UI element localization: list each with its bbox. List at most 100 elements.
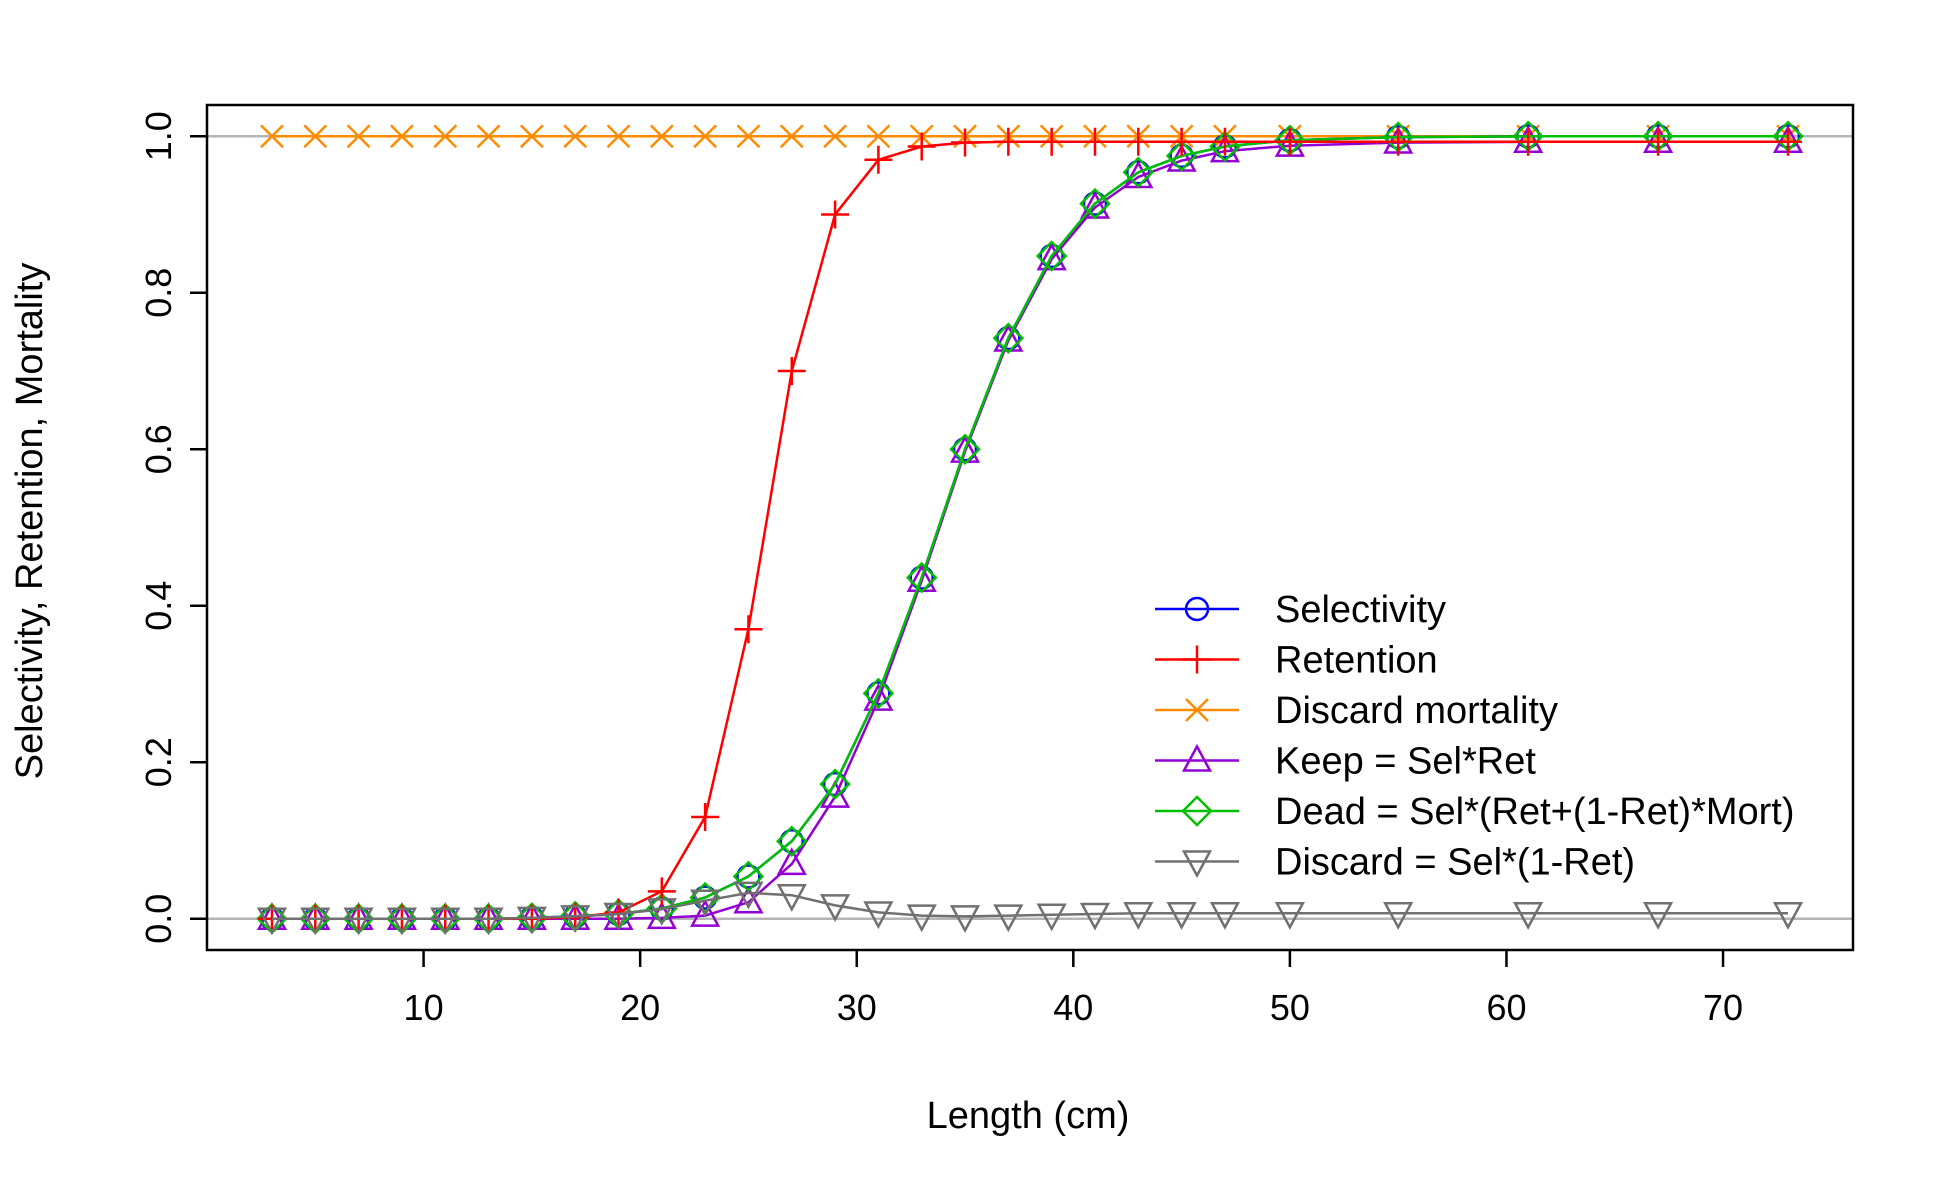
data-point bbox=[906, 904, 937, 933]
x-tick-label: 70 bbox=[1703, 987, 1743, 1028]
y-tick-label: 1.0 bbox=[138, 111, 179, 161]
legend-item-selectivity: Selectivity bbox=[1155, 589, 1446, 631]
data-point bbox=[862, 677, 895, 710]
data-point bbox=[303, 124, 328, 149]
data-point bbox=[732, 860, 765, 893]
legend-swatch-marker bbox=[1181, 743, 1213, 772]
data-point bbox=[346, 124, 371, 149]
series-discard-sel-1-ret bbox=[256, 881, 1804, 936]
data-point bbox=[1209, 901, 1241, 930]
data-point bbox=[649, 124, 674, 149]
data-point bbox=[433, 124, 458, 149]
data-point bbox=[1122, 156, 1155, 189]
data-point bbox=[646, 898, 677, 926]
legend-label: Discard = Sel*(1-Ret) bbox=[1275, 842, 1635, 884]
data-point bbox=[905, 561, 938, 594]
data-point bbox=[823, 124, 847, 149]
data-point bbox=[734, 615, 763, 644]
data-point bbox=[994, 127, 1023, 156]
data-point bbox=[560, 905, 591, 933]
data-point bbox=[993, 904, 1024, 933]
legend-swatch-marker bbox=[1181, 795, 1213, 827]
data-point bbox=[1642, 901, 1674, 930]
data-point bbox=[1079, 902, 1111, 931]
series-discard-mortality bbox=[260, 124, 1800, 149]
data-point bbox=[390, 124, 414, 149]
data-point bbox=[1036, 903, 1067, 932]
y-tick-label: 0.4 bbox=[138, 581, 179, 631]
legend-item-keep-sel-ret: Keep = Sel*Ret bbox=[1155, 741, 1536, 783]
data-point bbox=[736, 124, 761, 149]
x-axis-label: Length (cm) bbox=[927, 1095, 1130, 1137]
data-point bbox=[866, 681, 891, 706]
x-tick-label: 10 bbox=[404, 987, 444, 1028]
legend-item-discard-mortality: Discard mortality bbox=[1155, 690, 1558, 732]
data-point bbox=[1037, 127, 1066, 156]
data-point bbox=[606, 124, 631, 149]
legend-swatch-marker bbox=[1181, 850, 1213, 879]
data-point bbox=[864, 145, 893, 174]
legend-label: Discard mortality bbox=[1275, 690, 1558, 732]
legend-swatch-marker bbox=[1183, 645, 1211, 674]
data-point bbox=[519, 124, 544, 149]
data-point bbox=[689, 881, 721, 914]
y-axis: 0.0 0.2 0.4 0.6 0.8 1.0 bbox=[138, 111, 207, 944]
data-point bbox=[1514, 127, 1543, 156]
data-point bbox=[992, 322, 1025, 354]
plot-frame bbox=[205, 103, 1855, 952]
series-layer bbox=[256, 120, 1804, 936]
data-point bbox=[1644, 127, 1673, 156]
data-point bbox=[1275, 127, 1304, 156]
data-point bbox=[1513, 901, 1544, 930]
data-point bbox=[733, 881, 764, 910]
legend-label: Retention bbox=[1275, 640, 1438, 682]
y-axis-label: Selectivity, Retention, Mortality bbox=[9, 263, 51, 780]
data-point bbox=[647, 877, 676, 906]
legend-label: Dead = Sel*(Ret+(1-Ret)*Mort) bbox=[1275, 791, 1795, 833]
data-point bbox=[563, 124, 588, 149]
data-point bbox=[776, 847, 807, 876]
legend-item-discard-sel-1-ret: Discard = Sel*(1-Ret) bbox=[1155, 842, 1635, 884]
data-point bbox=[430, 907, 461, 936]
y-tick-label: 0.2 bbox=[138, 737, 179, 787]
x-tick-label: 20 bbox=[620, 987, 660, 1028]
data-point bbox=[866, 124, 891, 149]
data-point bbox=[1123, 901, 1154, 930]
data-point bbox=[863, 683, 894, 711]
data-point bbox=[1124, 127, 1153, 156]
data-point bbox=[690, 898, 721, 927]
legend-item-retention: Retention bbox=[1155, 640, 1438, 682]
legend-swatch-marker bbox=[1184, 596, 1210, 622]
x-axis: 10 20 30 40 50 60 70 bbox=[404, 950, 1743, 1028]
data-point bbox=[476, 124, 501, 149]
data-point bbox=[819, 768, 851, 800]
x-tick-label: 50 bbox=[1270, 987, 1310, 1028]
data-point bbox=[1167, 127, 1196, 156]
data-point bbox=[1079, 187, 1111, 220]
y-tick-label: 0.8 bbox=[138, 268, 179, 318]
data-point bbox=[821, 200, 850, 229]
data-point bbox=[1080, 127, 1109, 156]
data-point bbox=[300, 907, 331, 936]
data-point bbox=[473, 907, 504, 936]
data-point bbox=[863, 901, 894, 930]
data-point bbox=[1165, 140, 1198, 172]
data-point bbox=[777, 357, 806, 386]
legend-swatch-marker bbox=[1185, 698, 1209, 722]
data-point bbox=[776, 883, 807, 912]
data-point bbox=[1210, 127, 1239, 156]
data-point bbox=[819, 894, 851, 923]
legend-label: Selectivity bbox=[1275, 589, 1446, 631]
data-point bbox=[1035, 240, 1068, 272]
data-point bbox=[733, 885, 764, 914]
legend-item-dead-sel-ret-1-ret-mort: Dead = Sel*(Ret+(1-Ret)*Mort) bbox=[1155, 791, 1795, 833]
y-tick-label: 0.0 bbox=[138, 894, 179, 944]
data-point bbox=[693, 124, 718, 149]
data-point bbox=[949, 905, 981, 933]
data-point bbox=[256, 907, 288, 936]
data-point bbox=[516, 906, 547, 935]
x-tick-label: 30 bbox=[837, 987, 877, 1028]
data-point bbox=[603, 902, 634, 931]
data-point bbox=[386, 907, 418, 936]
data-point bbox=[260, 124, 284, 149]
